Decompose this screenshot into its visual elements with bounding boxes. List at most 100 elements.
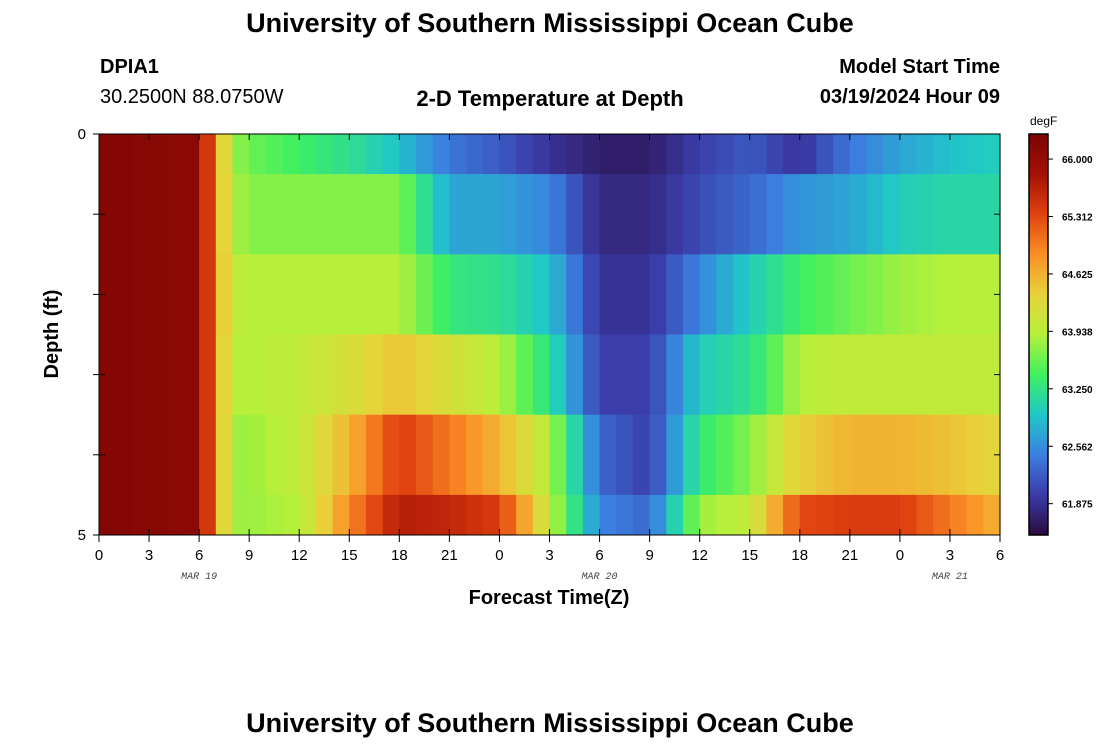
x-tick-label: 18 [791, 547, 808, 564]
heatmap-cell [499, 174, 517, 255]
heatmap-cell [416, 254, 434, 335]
heatmap-cell [766, 334, 784, 416]
heatmap-cell [349, 254, 367, 335]
heatmap-cell [482, 134, 501, 175]
heatmap-cell [716, 174, 734, 255]
heatmap-cell [165, 334, 184, 416]
x-tick-label: 15 [341, 547, 358, 564]
heatmap-cell [315, 494, 334, 536]
heatmap-cell [783, 134, 801, 175]
x-tick-label: 3 [946, 547, 954, 564]
heatmap-cell [883, 414, 901, 496]
chart-subtitle: 2-D Temperature at Depth [416, 86, 684, 111]
heatmap-cells [99, 134, 1001, 536]
heatmap-cell [616, 494, 634, 536]
heatmap-cell [933, 254, 951, 335]
heatmap-cell [115, 334, 133, 416]
heatmap-cell [132, 414, 150, 496]
heatmap-cell [399, 334, 417, 416]
x-tick-label: 6 [595, 547, 603, 564]
heatmap-cell [883, 494, 901, 536]
heatmap-cell [265, 334, 284, 416]
heatmap-cell [682, 174, 701, 255]
y-axis: 05 [78, 126, 1000, 544]
heatmap-cell [265, 494, 284, 536]
colorbar-scale [1028, 133, 1049, 536]
heatmap-cell [632, 254, 651, 335]
heatmap-cell [482, 414, 501, 496]
heatmap-cell [249, 174, 267, 255]
heatmap-cell [349, 134, 367, 175]
heatmap-cell [916, 134, 934, 175]
x-tick-label: 9 [645, 547, 653, 564]
heatmap-cell [332, 174, 350, 255]
station-coords: 30.2500N 88.0750W [100, 86, 284, 108]
heatmap-cell [132, 134, 150, 175]
heatmap-cell [833, 334, 851, 416]
heatmap-cell [315, 334, 334, 416]
heatmap-cell [733, 254, 751, 335]
heatmap-cell [482, 254, 501, 335]
x-tick-label: 21 [841, 547, 858, 564]
heatmap-cell [649, 414, 667, 496]
heatmap-cell [249, 414, 267, 496]
heatmap-cell [916, 254, 934, 335]
heatmap-cell [149, 134, 167, 175]
heatmap-cell [249, 134, 267, 175]
heatmap-cell [949, 174, 968, 255]
heatmap-cell [182, 334, 200, 416]
heatmap-cell [499, 414, 517, 496]
x-tick-label: 0 [495, 547, 503, 564]
heatmap-cell [466, 134, 484, 175]
heatmap-cell [566, 254, 584, 335]
heatmap-cell [716, 134, 734, 175]
heatmap-cell [516, 494, 534, 536]
heatmap-cell [532, 254, 551, 335]
heatmap-cell [783, 494, 801, 536]
heatmap-cell [733, 494, 751, 536]
heatmap-cell [849, 254, 868, 335]
heatmap-cell [199, 254, 217, 335]
heatmap-cell [783, 414, 801, 496]
heatmap-cell [549, 134, 567, 175]
heatmap-cell [349, 414, 367, 496]
heatmap-cell [449, 134, 467, 175]
heatmap-cell [449, 334, 467, 416]
heatmap-cell [616, 254, 634, 335]
page-title: University of Southern Mississippi Ocean… [246, 8, 854, 38]
heatmap-cell [766, 254, 784, 335]
heatmap-cell [115, 414, 133, 496]
heatmap-cell [182, 134, 200, 175]
heatmap-cell [232, 414, 250, 496]
heatmap-cell [416, 334, 434, 416]
heatmap-cell [649, 334, 667, 416]
heatmap-cell [532, 174, 551, 255]
x-tick-label: 3 [545, 547, 553, 564]
heatmap-cell [449, 494, 467, 536]
heatmap-cell [666, 494, 684, 536]
heatmap-cell [766, 494, 784, 536]
heatmap-cell [365, 134, 384, 175]
heatmap-cell [866, 134, 884, 175]
heatmap-cell [215, 254, 234, 335]
heatmap-cell [249, 254, 267, 335]
heatmap-cell [265, 414, 284, 496]
heatmap-cell [416, 414, 434, 496]
heatmap-cell [382, 174, 400, 255]
heatmap-cell [449, 414, 467, 496]
heatmap-cell [315, 134, 334, 175]
heatmap-cell [449, 254, 467, 335]
heatmap-cell [365, 334, 384, 416]
heatmap-cell [599, 494, 617, 536]
heatmap-cell [983, 414, 1001, 496]
heatmap-cell [432, 494, 450, 536]
heatmap-cell [332, 134, 350, 175]
heatmap-cell [883, 174, 901, 255]
heatmap-cell [265, 174, 284, 255]
heatmap-cell [699, 254, 717, 335]
x-date-label: MAR 21 [932, 572, 968, 583]
heatmap-cell [649, 174, 667, 255]
heatmap-cell [733, 414, 751, 496]
heatmap-cell [866, 414, 884, 496]
